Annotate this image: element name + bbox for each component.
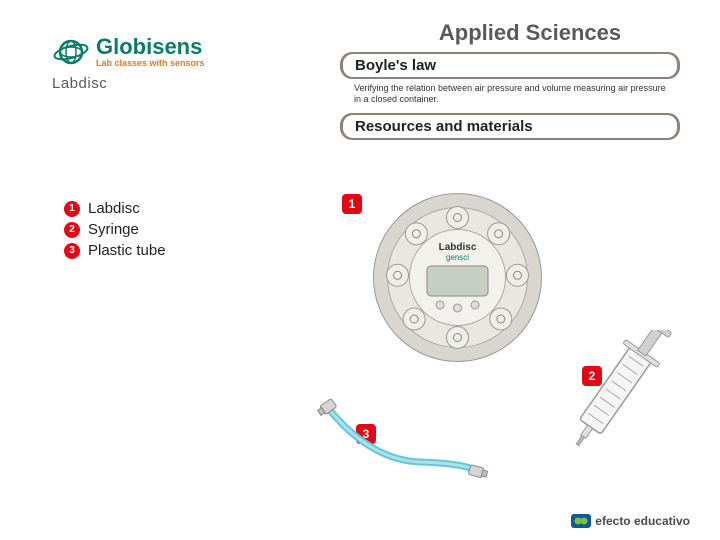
callout-1: 1 <box>342 194 362 214</box>
item-label: Labdisc <box>88 200 140 217</box>
applied-sciences-title: Applied Sciences <box>340 20 720 46</box>
tube-illustration <box>310 390 490 490</box>
footer-text: efecto educativo <box>595 514 690 528</box>
list-item: 1 Labdisc <box>64 200 166 217</box>
item-label: Syringe <box>88 221 139 238</box>
list-item: 2 Syringe <box>64 221 166 238</box>
labdisc-illustration: Labdisc gensci <box>370 190 545 365</box>
item-number-badge: 3 <box>64 243 80 259</box>
logo-block: Globisens Lab classes with sensors Labdi… <box>52 36 232 92</box>
labdisc-label: Labdisc <box>439 242 477 253</box>
item-label: Plastic tube <box>88 242 166 259</box>
brand-name: Globisens <box>96 36 205 58</box>
item-number-badge: 2 <box>64 222 80 238</box>
brand-tagline: Lab classes with sensors <box>96 58 205 69</box>
item-number-badge: 1 <box>64 201 80 217</box>
section-bar-1: Boyle's law <box>340 52 680 79</box>
items-list: 1 Labdisc 2 Syringe 3 Plastic tube <box>64 200 166 263</box>
section-bar-2: Resources and materials <box>340 113 680 140</box>
section-subtitle: Verifying the relation between air press… <box>354 83 674 105</box>
labdisc-sublabel: gensci <box>446 253 469 262</box>
syringe-illustration <box>555 330 685 480</box>
diagram-area: 1 2 3 Labdisc gensci <box>310 190 700 510</box>
sub-brand: Labdisc <box>52 75 232 92</box>
right-header: Applied Sciences Boyle's law Verifying t… <box>340 20 720 144</box>
section-title-1: Boyle's law <box>343 54 677 77</box>
section-title-2: Resources and materials <box>343 115 677 138</box>
logo: Globisens Lab classes with sensors <box>52 36 232 69</box>
footer-logo: efecto educativo <box>571 514 690 528</box>
list-item: 3 Plastic tube <box>64 242 166 259</box>
globe-icon <box>52 36 90 68</box>
header: Globisens Lab classes with sensors Labdi… <box>0 0 720 140</box>
ee-icon <box>571 514 591 528</box>
